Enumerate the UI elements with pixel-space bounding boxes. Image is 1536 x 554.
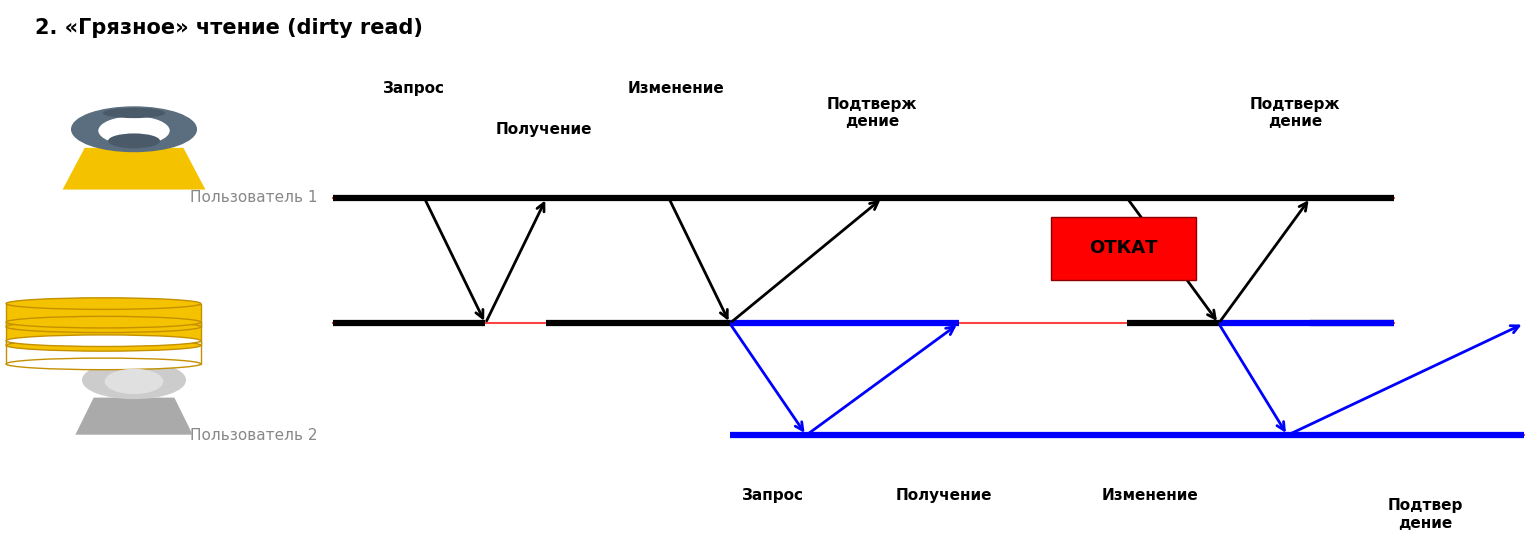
Ellipse shape <box>108 134 160 148</box>
Ellipse shape <box>6 316 201 328</box>
Ellipse shape <box>6 340 201 351</box>
Polygon shape <box>63 148 206 189</box>
Ellipse shape <box>98 116 169 145</box>
Ellipse shape <box>6 358 201 370</box>
Circle shape <box>83 362 186 398</box>
Text: ОТКАТ: ОТКАТ <box>1089 239 1158 258</box>
Ellipse shape <box>6 335 201 346</box>
Text: Подтверж
дение: Подтверж дение <box>826 97 917 130</box>
Text: Запрос: Запрос <box>742 488 803 503</box>
Text: Изменение: Изменение <box>1101 488 1198 503</box>
FancyBboxPatch shape <box>1051 217 1195 280</box>
Ellipse shape <box>92 359 175 388</box>
Text: Изменение: Изменение <box>628 81 725 96</box>
Ellipse shape <box>103 108 166 118</box>
Text: БД: БД <box>172 316 195 331</box>
Polygon shape <box>75 398 192 435</box>
Polygon shape <box>6 341 201 364</box>
Ellipse shape <box>6 321 201 332</box>
Text: Пользователь 2: Пользователь 2 <box>190 428 318 443</box>
Text: Пользователь 1: Пользователь 1 <box>190 191 318 206</box>
Polygon shape <box>6 322 201 345</box>
Ellipse shape <box>6 298 201 309</box>
Text: 2. «Грязное» чтение (dirty read): 2. «Грязное» чтение (dirty read) <box>35 18 422 38</box>
Text: Получение: Получение <box>895 488 992 503</box>
Text: Получение: Получение <box>495 122 591 137</box>
Text: Подтвер
дение: Подтвер дение <box>1387 498 1462 531</box>
Circle shape <box>72 107 197 152</box>
Ellipse shape <box>104 369 163 394</box>
Polygon shape <box>6 304 201 327</box>
Text: Подтверж
дение: Подтверж дение <box>1250 97 1341 130</box>
Text: Запрос: Запрос <box>382 81 444 96</box>
